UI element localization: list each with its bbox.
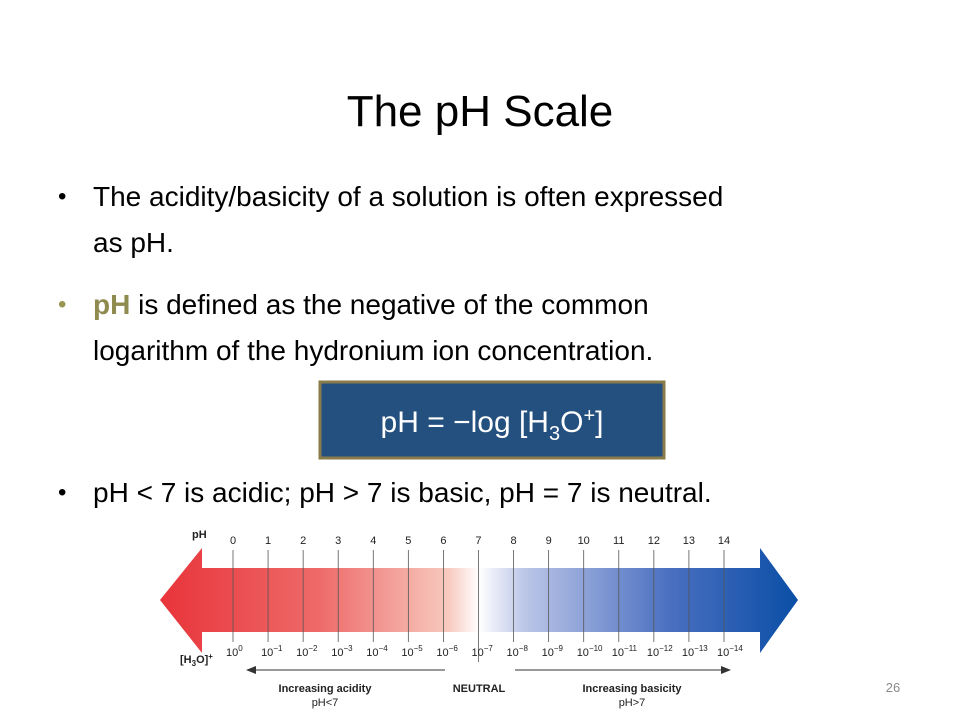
conc-exp: −8 — [519, 644, 529, 653]
ph-label: pH — [192, 529, 207, 541]
bullet: • — [58, 479, 66, 506]
ph-value: 10 — [578, 535, 590, 547]
formula-part: ] — [595, 406, 603, 439]
conc-value: 10−14 — [717, 644, 743, 659]
conc-base: 10 — [471, 647, 483, 659]
conc-value: 10−10 — [577, 644, 603, 659]
bullet-text: as pH. — [93, 227, 174, 258]
arrowhead — [721, 666, 731, 674]
conc-value: 10−4 — [366, 644, 388, 659]
base-label: Increasing basicity — [582, 683, 682, 695]
bullet-text: logarithm of the hydronium ion concentra… — [93, 335, 653, 366]
ph-value: 11 — [613, 535, 624, 547]
conc-value: 100 — [226, 644, 243, 659]
ph-value: 8 — [510, 535, 516, 547]
conc-exp: −11 — [624, 644, 638, 653]
conc-exp: −1 — [273, 644, 283, 653]
ph-value: 2 — [300, 535, 306, 547]
bullet-text: pH < 7 is acidic; pH > 7 is basic, pH = … — [93, 477, 712, 508]
conc-exp: −2 — [308, 644, 318, 653]
formula-part: O — [560, 406, 583, 439]
conc-base: 10 — [226, 647, 238, 659]
scale-arrow — [160, 548, 798, 653]
ph-value: 1 — [265, 535, 271, 547]
conc-base: 10 — [542, 647, 554, 659]
bullet-run: is defined as the negative of the common — [130, 289, 648, 320]
conc-exp: −3 — [343, 644, 353, 653]
ph-value: 13 — [683, 535, 695, 547]
conc-exp: −9 — [554, 644, 564, 653]
formula-box — [318, 380, 666, 460]
page-number: 26 — [886, 680, 900, 695]
conc-exp: −4 — [379, 644, 389, 653]
conc-base: 10 — [261, 647, 273, 659]
conc-value: 10−5 — [401, 644, 423, 659]
conc-exp: 0 — [238, 644, 243, 653]
highlight: pH — [93, 289, 130, 320]
conc-base: 10 — [401, 647, 413, 659]
conc-exp: −6 — [449, 644, 459, 653]
ph-value: 7 — [475, 535, 481, 547]
conc-base: 10 — [682, 647, 694, 659]
conc-value: 10−1 — [261, 644, 283, 659]
conc-value: 10−3 — [331, 644, 353, 659]
conc-base: 10 — [647, 647, 659, 659]
conc-base: 10 — [331, 647, 343, 659]
conc-value: 10−9 — [542, 644, 564, 659]
conc-value: 10−12 — [647, 644, 673, 659]
ph-value: 12 — [648, 535, 660, 547]
arrowhead — [246, 666, 256, 674]
ph-value: 5 — [405, 535, 411, 547]
formula-sub: 3 — [549, 423, 560, 445]
conc-value: 10−2 — [296, 644, 318, 659]
conc-base: 10 — [366, 647, 378, 659]
formula: pH = −log [H3O+] — [381, 405, 604, 445]
bullet: • — [58, 291, 66, 318]
ph-value: 14 — [718, 535, 730, 547]
bullet-text: The acidity/basicity of a solution is of… — [93, 181, 723, 212]
title: The pH Scale — [347, 87, 614, 136]
conc-base: 10 — [577, 647, 589, 659]
ph-value: 0 — [230, 535, 236, 547]
ph-diagram: pH [H3O]+ Increasing acidity pH<7 NEUTRA… — [160, 529, 798, 709]
formula-sup: + — [583, 405, 595, 427]
conc-exp: −13 — [694, 644, 708, 653]
ph-value: 6 — [440, 535, 446, 547]
conc-label: [H3O]+ — [180, 652, 213, 668]
acid-sub: pH<7 — [312, 697, 339, 709]
neutral-label: NEUTRAL — [453, 683, 506, 695]
bullet: • — [58, 183, 66, 210]
conc-base: 10 — [296, 647, 308, 659]
conc-exp: −12 — [659, 644, 673, 653]
ph-value: 9 — [546, 535, 552, 547]
conc-exp: −7 — [484, 644, 494, 653]
ph-value: 3 — [335, 535, 341, 547]
conc-value: 10−11 — [612, 644, 638, 659]
conc-part: [H — [180, 654, 192, 666]
conc-base: 10 — [507, 647, 519, 659]
conc-value: 10−6 — [436, 644, 458, 659]
conc-exp: −5 — [414, 644, 424, 653]
conc-value: 10−7 — [471, 644, 493, 659]
conc-sub: 3 — [192, 659, 197, 668]
conc-exp: −10 — [589, 644, 603, 653]
conc-part: O] — [196, 654, 209, 666]
ph-value: 4 — [370, 535, 376, 547]
conc-base: 10 — [612, 647, 624, 659]
conc-base: 10 — [436, 647, 448, 659]
formula-part: pH = −log [H — [381, 406, 549, 439]
conc-value: 10−8 — [507, 644, 529, 659]
conc-sup: + — [208, 652, 213, 661]
base-sub: pH>7 — [619, 697, 646, 709]
conc-value: 10−13 — [682, 644, 708, 659]
bullet-text: pH is defined as the negative of the com… — [93, 289, 649, 320]
conc-base: 10 — [717, 647, 729, 659]
acid-label: Increasing acidity — [279, 683, 373, 695]
conc-exp: −14 — [729, 644, 743, 653]
